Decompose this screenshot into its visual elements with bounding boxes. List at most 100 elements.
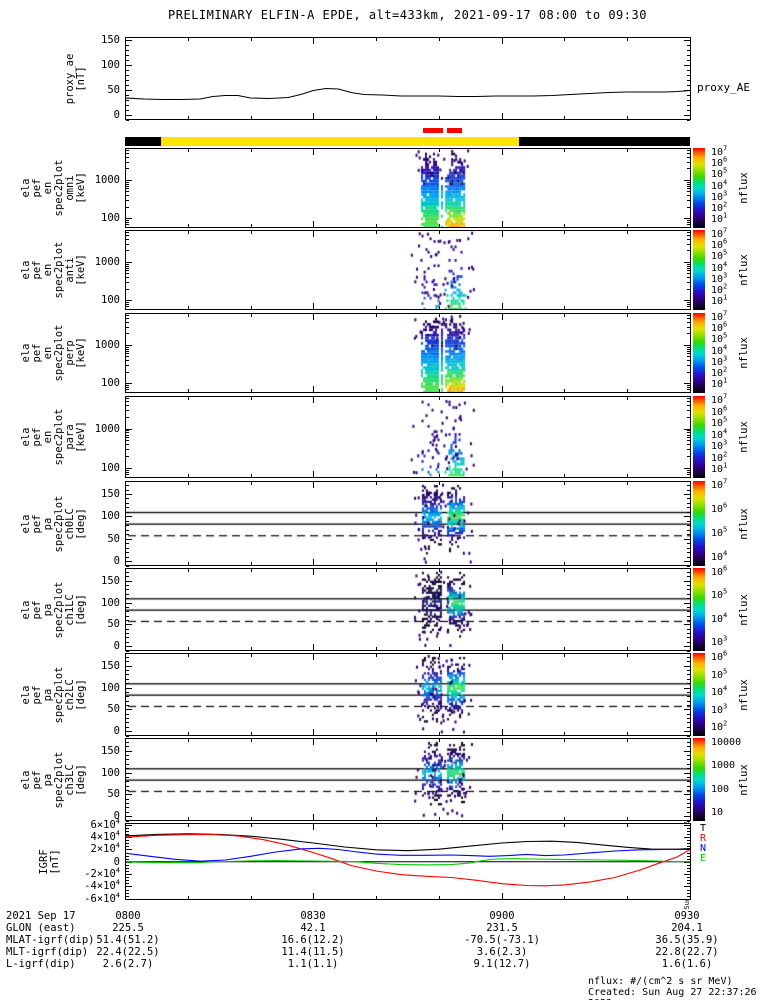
tick <box>687 880 690 882</box>
tick <box>126 880 129 882</box>
y-axis-label-word: [deg] <box>75 763 87 796</box>
colorbar-tick-label: 10000 <box>711 737 742 748</box>
tick <box>126 74 129 76</box>
tick <box>125 729 126 735</box>
igrf-curve-R <box>126 834 690 887</box>
tick <box>690 314 691 320</box>
tick <box>690 38 691 44</box>
colorbar-tick-label: 106 <box>711 237 728 252</box>
footer-created: Created: Sun Aug 27 22:37:26 2023 <box>588 987 757 1000</box>
tick <box>687 69 690 71</box>
tick <box>684 886 690 888</box>
annotation-value: 0830 <box>300 910 326 922</box>
tick <box>438 38 440 41</box>
y-axis-tick-label: 1000 <box>94 338 120 351</box>
y-axis-tick-label: 100 <box>101 766 120 779</box>
y-axis-label-word: [keV] <box>75 172 87 204</box>
colorbar-tick-label: 104 <box>711 343 728 357</box>
tick <box>687 59 690 61</box>
tick <box>687 74 690 76</box>
colorbar-title: nflux <box>738 254 750 286</box>
spectrogram-canvas-en_para <box>126 397 690 477</box>
igrf-legend-R: R <box>700 833 707 844</box>
tick <box>690 729 691 735</box>
tick <box>313 824 315 830</box>
tick <box>684 874 690 876</box>
y-axis-tick-label: 150 <box>101 33 120 46</box>
tick <box>690 221 691 227</box>
tick <box>501 38 503 44</box>
tick <box>125 471 126 477</box>
tick <box>126 39 132 41</box>
tick <box>687 650 690 652</box>
tick <box>690 569 691 575</box>
colorbar-tick-label: 104 <box>711 549 728 563</box>
tick <box>690 231 691 237</box>
tick <box>627 824 629 827</box>
igrf-curve-E <box>126 858 690 866</box>
tick <box>187 38 189 41</box>
y-axis-tick-label: 0 <box>113 108 120 121</box>
spectrogram-canvas-pa_ch0 <box>126 482 690 565</box>
tick <box>126 867 129 869</box>
y-axis-tick-label: 50 <box>107 788 120 801</box>
colorbar-en_perp <box>693 313 705 393</box>
tick <box>684 824 690 826</box>
y-axis-tick-label: 100 <box>101 461 120 474</box>
colorbar-title: nflux <box>738 593 750 626</box>
y-axis-tick-label: 100 <box>101 58 120 71</box>
colorbar-tick-label: 105 <box>711 525 728 539</box>
colorbar-tick-label: 101 <box>711 211 728 225</box>
colorbar-tick-label: 1000 <box>711 760 736 772</box>
tick <box>687 94 690 96</box>
colorbar-tick-label: 100 <box>711 783 730 795</box>
y-axis-tick-label: -2×104 <box>84 866 120 881</box>
colorbar-tick-label: 104 <box>711 611 728 625</box>
tick <box>313 38 315 44</box>
colorbar-tick-label: 106 <box>711 564 728 578</box>
tick <box>125 397 126 403</box>
colorbar-tick-label: 101 <box>711 376 728 390</box>
tick <box>687 858 690 860</box>
tick <box>687 883 690 885</box>
colorbar-en_omni <box>693 148 705 228</box>
tick <box>687 864 690 866</box>
y-axis-tick-label: -4×104 <box>84 878 120 893</box>
y-axis-tick-label: 0 <box>113 725 120 738</box>
tick <box>687 54 690 56</box>
annotation-value: 231.5 <box>486 922 518 934</box>
science-zone-marker <box>447 128 463 133</box>
colorbar-tick-label: 105 <box>711 332 728 346</box>
tick <box>687 871 690 873</box>
tick <box>687 226 690 228</box>
tick <box>187 896 189 899</box>
y-axis-tick-label: 150 <box>101 574 120 587</box>
colorbar-title: nflux <box>738 421 750 453</box>
colorbar-tick-label: 103 <box>711 354 728 368</box>
tick <box>687 843 690 845</box>
annotation-value: 0800 <box>115 910 141 922</box>
tick <box>125 386 126 392</box>
y-axis-tick-label: 100 <box>101 377 120 390</box>
colorbar-tick-label: 106 <box>711 501 728 515</box>
colorbar-tick-label: 105 <box>711 667 728 681</box>
tick <box>250 824 252 827</box>
tick <box>126 226 129 228</box>
y-axis-tick-label: 50 <box>107 703 120 716</box>
annotation-value: 204.1 <box>671 922 703 934</box>
tick <box>126 837 132 839</box>
science-zone-marker <box>423 128 443 133</box>
tick <box>687 49 690 51</box>
y-axis-tick-label: 1000 <box>94 422 120 435</box>
colorbar-tick-label: 105 <box>711 415 728 429</box>
tick <box>126 824 132 826</box>
annotation-value: 3.6(2.3) <box>476 946 528 958</box>
tick <box>125 814 126 820</box>
tick <box>438 896 440 899</box>
tick <box>564 116 566 119</box>
tick <box>126 898 132 900</box>
tick <box>126 895 129 897</box>
tick <box>125 739 126 745</box>
colorbar-tick-label: 102 <box>711 282 728 296</box>
